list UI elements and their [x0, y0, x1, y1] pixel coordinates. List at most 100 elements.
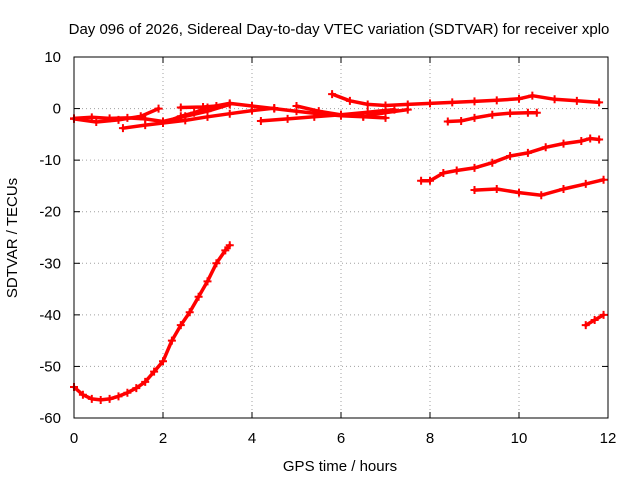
series-arc-13 — [70, 241, 234, 404]
series-arc-07 — [292, 101, 412, 121]
data-point — [599, 310, 608, 319]
y-axis-label: SDTVAR / TECUs — [4, 178, 21, 298]
data-point — [270, 104, 279, 113]
series-trace — [179, 104, 219, 110]
data-point — [359, 112, 368, 121]
data-point — [381, 108, 390, 117]
data-point — [225, 99, 234, 108]
data-point — [185, 308, 194, 317]
data-point — [167, 336, 176, 345]
series-arc-08 — [328, 90, 604, 110]
data-point — [452, 166, 461, 175]
data-point — [150, 367, 159, 376]
data-point — [515, 94, 523, 103]
plot-frame — [73, 56, 609, 419]
data-point — [537, 191, 546, 200]
data-point — [159, 119, 167, 128]
y-tick-label: 10 — [44, 49, 61, 66]
data-point — [506, 152, 515, 161]
data-point — [528, 91, 537, 100]
data-point — [515, 188, 523, 197]
data-point — [448, 98, 457, 107]
data-point — [403, 100, 412, 109]
data-point — [426, 176, 434, 185]
y-tick-label: -30 — [39, 255, 61, 272]
data-point — [470, 163, 479, 172]
data-point — [118, 124, 127, 133]
data-point — [470, 113, 479, 122]
y-tick-label: -50 — [39, 358, 61, 375]
data-point — [523, 108, 532, 117]
data-point — [532, 108, 541, 117]
data-point — [203, 277, 212, 286]
data-point — [123, 113, 132, 122]
data-point — [559, 185, 568, 194]
data-point — [225, 241, 234, 250]
data-point — [492, 96, 501, 105]
data-point — [345, 96, 354, 105]
x-tick-label: 2 — [159, 430, 167, 447]
data-points — [70, 90, 608, 404]
x-tick-label: 0 — [70, 430, 78, 447]
x-axis-label: GPS time / hours — [283, 458, 397, 475]
data-point — [523, 148, 532, 157]
data-point — [599, 175, 608, 184]
data-point — [87, 113, 96, 122]
data-point — [541, 143, 550, 152]
data-point — [225, 109, 234, 118]
data-point — [256, 116, 265, 125]
data-point — [426, 99, 434, 108]
data-point — [212, 101, 221, 110]
y-tick-label: -10 — [39, 152, 61, 169]
series-arc-09 — [443, 108, 541, 126]
data-point — [203, 112, 212, 121]
data-point — [105, 114, 114, 123]
data-point — [470, 97, 479, 106]
data-point — [176, 321, 185, 330]
y-tick-label: -60 — [39, 410, 61, 427]
series-arc-12 — [176, 101, 221, 112]
data-point — [381, 101, 390, 110]
y-tick-label: 0 — [53, 101, 61, 118]
x-tick-label: 8 — [426, 430, 434, 447]
data-point — [443, 117, 452, 126]
data-point — [190, 108, 199, 117]
data-point — [470, 186, 479, 195]
data-point — [590, 316, 599, 325]
data-point — [199, 103, 208, 112]
data-point — [595, 98, 604, 107]
series-arc-11 — [470, 175, 608, 200]
data-point — [194, 292, 203, 301]
data-point — [78, 390, 87, 399]
series-trace — [259, 107, 397, 123]
data-point — [457, 116, 466, 125]
data-point — [550, 95, 559, 104]
data-point — [105, 394, 114, 403]
data-point — [141, 121, 150, 130]
data-point — [439, 169, 448, 178]
x-tick-label: 12 — [600, 430, 617, 447]
data-point — [417, 176, 426, 185]
data-point — [506, 109, 515, 118]
data-point — [176, 112, 185, 121]
chart-title: Day 096 of 2026, Sidereal Day-to-day VTE… — [69, 21, 610, 38]
y-tick-label: -40 — [39, 307, 61, 324]
data-point — [159, 357, 167, 366]
data-point — [581, 321, 590, 330]
data-point — [363, 100, 372, 109]
data-point — [154, 104, 163, 113]
data-point — [337, 110, 345, 119]
x-tick-label: 4 — [248, 430, 256, 447]
data-point — [87, 394, 96, 403]
data-point — [96, 395, 105, 404]
data-point — [221, 246, 230, 255]
tick-labels: 0 2 4 6 8 10 12 10 0 -10 -20 -30 -40 -50 -60 — [39, 49, 616, 447]
data-point — [581, 179, 590, 188]
series-arc-10 — [417, 134, 604, 185]
series-arc-14 — [581, 310, 608, 330]
data-point — [248, 101, 256, 110]
data-point — [123, 388, 132, 397]
